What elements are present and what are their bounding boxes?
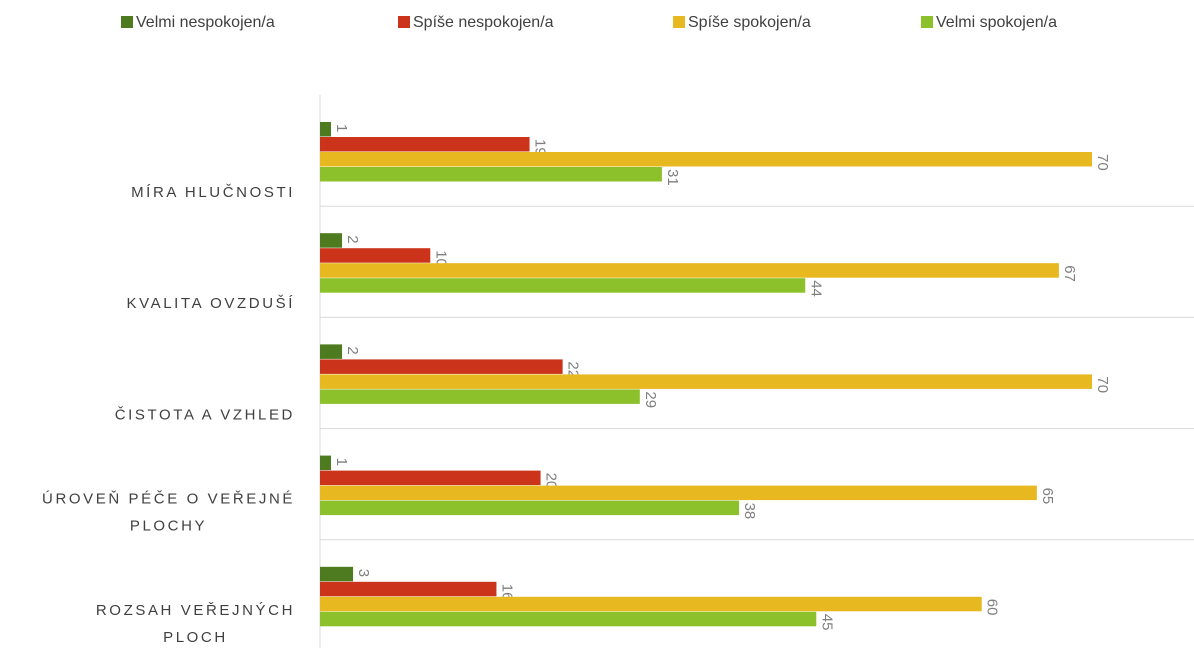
bar	[320, 137, 530, 152]
bar	[320, 122, 332, 137]
value-label: 45	[818, 614, 835, 631]
category-label: ROZSAH VEŘEJNÝCH PLOCH	[96, 602, 295, 646]
value-label: 19	[532, 139, 549, 156]
bar	[320, 167, 662, 182]
bar	[320, 596, 982, 612]
value-label: 20	[543, 473, 560, 490]
value-label: 60	[984, 599, 1001, 616]
bar	[320, 263, 1059, 278]
legend-label: Velmi nespokojen/a	[136, 14, 275, 31]
bar	[320, 611, 817, 627]
value-label: 3	[355, 569, 372, 577]
value-label: 65	[1039, 488, 1056, 505]
legend-label: Spíše nespokojen/a	[413, 14, 554, 31]
value-label: 2	[344, 235, 361, 243]
bar	[320, 374, 1092, 389]
bar	[320, 344, 343, 359]
value-label: 2	[344, 346, 361, 354]
bar	[320, 581, 497, 597]
value-label: 29	[642, 391, 659, 408]
bar	[320, 248, 431, 263]
category-label: ČISTOTA A VZHLED	[115, 406, 295, 423]
legend-swatch	[921, 16, 933, 28]
value-label: 1	[333, 124, 350, 132]
category-label: KVALITA OVZDUŠÍ	[127, 295, 295, 312]
value-label: 38	[741, 503, 758, 520]
value-label: 31	[664, 169, 681, 186]
legend-label: Spíše spokojen/a	[688, 14, 811, 31]
value-label: 44	[807, 280, 824, 297]
value-label: 67	[1061, 265, 1078, 282]
category-label: ÚROVEŇ PÉČE O VEŘEJNÉ PLOCHY	[42, 491, 295, 535]
legend-swatch	[673, 16, 685, 28]
value-label: 70	[1094, 376, 1111, 393]
value-label: 70	[1094, 154, 1111, 171]
bar	[320, 470, 541, 486]
bar	[320, 389, 640, 404]
value-label: 1	[333, 458, 350, 466]
bar	[320, 152, 1092, 167]
bar	[320, 278, 806, 293]
legend-swatch	[121, 16, 133, 28]
value-label: 22	[565, 361, 582, 378]
legend-swatch	[398, 16, 410, 28]
legend-label: Velmi spokojen/a	[936, 14, 1057, 31]
bar	[320, 566, 354, 582]
value-label: 16	[498, 584, 515, 601]
category-label: MÍRA HLUČNOSTI	[131, 184, 295, 201]
value-label: 10	[432, 250, 449, 267]
bar	[320, 359, 563, 374]
bar	[320, 233, 343, 248]
bar	[320, 485, 1037, 501]
bar	[320, 500, 740, 516]
bar	[320, 455, 332, 471]
